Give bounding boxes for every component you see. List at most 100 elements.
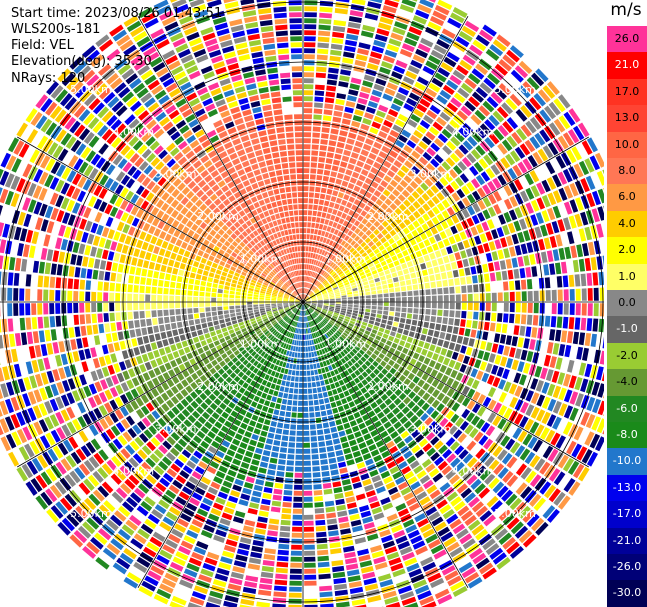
velocity-cell	[443, 287, 449, 294]
velocity-cell	[573, 163, 584, 178]
velocity-cell	[327, 331, 333, 336]
velocity-cell	[135, 328, 142, 337]
velocity-cell	[305, 297, 310, 301]
velocity-cell	[139, 294, 145, 302]
velocity-cell	[470, 444, 481, 455]
velocity-cell	[497, 282, 503, 291]
velocity-cell	[408, 381, 416, 390]
velocity-cell	[352, 312, 358, 317]
velocity-cell	[323, 295, 329, 298]
velocity-cell	[78, 349, 86, 361]
velocity-cell	[296, 358, 300, 364]
velocity-cell	[337, 245, 343, 251]
velocity-cell	[329, 269, 334, 275]
velocity-cell	[267, 407, 274, 414]
velocity-cell	[514, 245, 522, 256]
velocity-cell	[591, 208, 600, 223]
velocity-cell	[563, 201, 573, 215]
velocity-cell	[332, 116, 342, 123]
velocity-cell	[299, 364, 303, 370]
velocity-cell	[571, 146, 582, 161]
velocity-cell	[117, 331, 124, 341]
velocity-cell	[557, 219, 566, 232]
velocity-cell	[491, 229, 499, 240]
velocity-cell	[382, 284, 388, 289]
velocity-cell	[552, 416, 562, 430]
velocity-cell	[403, 208, 412, 217]
velocity-cell	[562, 421, 573, 436]
velocity-cell	[330, 328, 336, 333]
velocity-cell	[303, 436, 310, 442]
velocity-cell	[308, 264, 311, 270]
velocity-cell	[370, 195, 378, 203]
velocity-cell	[403, 420, 413, 429]
velocity-cell	[363, 284, 370, 289]
velocity-cell	[299, 328, 302, 334]
velocity-cell	[357, 215, 364, 222]
velocity-cell	[501, 139, 513, 152]
velocity-cell	[502, 470, 514, 483]
velocity-cell	[236, 548, 249, 556]
velocity-cell	[358, 366, 365, 374]
velocity-cell	[425, 87, 438, 98]
velocity-cell	[498, 379, 506, 390]
velocity-cell	[358, 554, 371, 562]
velocity-cell	[303, 484, 312, 490]
velocity-cell	[374, 176, 382, 184]
velocity-cell	[397, 9, 413, 19]
velocity-cell	[432, 121, 444, 132]
velocity-cell	[307, 376, 311, 382]
velocity-cell	[266, 394, 272, 401]
velocity-cell	[427, 267, 434, 275]
velocity-cell	[572, 361, 581, 375]
velocity-cell	[296, 340, 299, 346]
velocity-cell	[331, 255, 336, 261]
velocity-cell	[561, 330, 568, 343]
velocity-cell	[523, 338, 530, 349]
velocity-cell	[454, 233, 462, 243]
velocity-cell	[558, 495, 571, 510]
velocity-cell	[347, 291, 353, 295]
velocity-cell	[327, 524, 338, 531]
velocity-cell	[495, 323, 502, 333]
velocity-cell	[455, 372, 464, 382]
velocity-cell	[333, 341, 338, 347]
velocity-cell	[497, 249, 505, 260]
velocity-cell	[317, 48, 329, 55]
velocity-cell	[372, 360, 379, 368]
velocity-cell	[573, 463, 585, 479]
velocity-cell	[311, 297, 317, 300]
velocity-cell	[303, 346, 306, 352]
velocity-cell	[250, 551, 262, 559]
velocity-cell	[541, 396, 551, 410]
velocity-cell	[274, 372, 280, 378]
velocity-cell	[378, 104, 389, 113]
velocity-cell	[376, 364, 384, 372]
velocity-cell	[281, 508, 292, 514]
velocity-cell	[576, 143, 588, 158]
velocity-cell	[371, 309, 377, 314]
velocity-cell	[365, 308, 371, 313]
velocity-cell	[323, 428, 331, 435]
velocity-cell	[307, 258, 310, 264]
velocity-cell	[308, 198, 314, 204]
velocity-cell	[392, 124, 403, 133]
velocity-cell	[315, 281, 320, 286]
velocity-cell	[317, 296, 323, 299]
velocity-cell	[328, 310, 334, 314]
velocity-cell	[439, 417, 449, 428]
velocity-cell	[503, 211, 512, 223]
velocity-cell	[397, 328, 404, 334]
velocity-cell	[61, 303, 67, 314]
velocity-cell	[488, 477, 500, 490]
velocity-cell	[503, 407, 513, 419]
velocity-cell	[304, 580, 317, 586]
velocity-cell	[460, 345, 467, 354]
velocity-cell	[461, 302, 467, 310]
velocity-cell	[530, 214, 539, 226]
velocity-cell	[551, 370, 560, 383]
velocity-cell	[479, 469, 491, 481]
velocity-cell	[303, 222, 307, 228]
velocity-cell	[391, 272, 398, 278]
velocity-cell	[376, 285, 382, 290]
